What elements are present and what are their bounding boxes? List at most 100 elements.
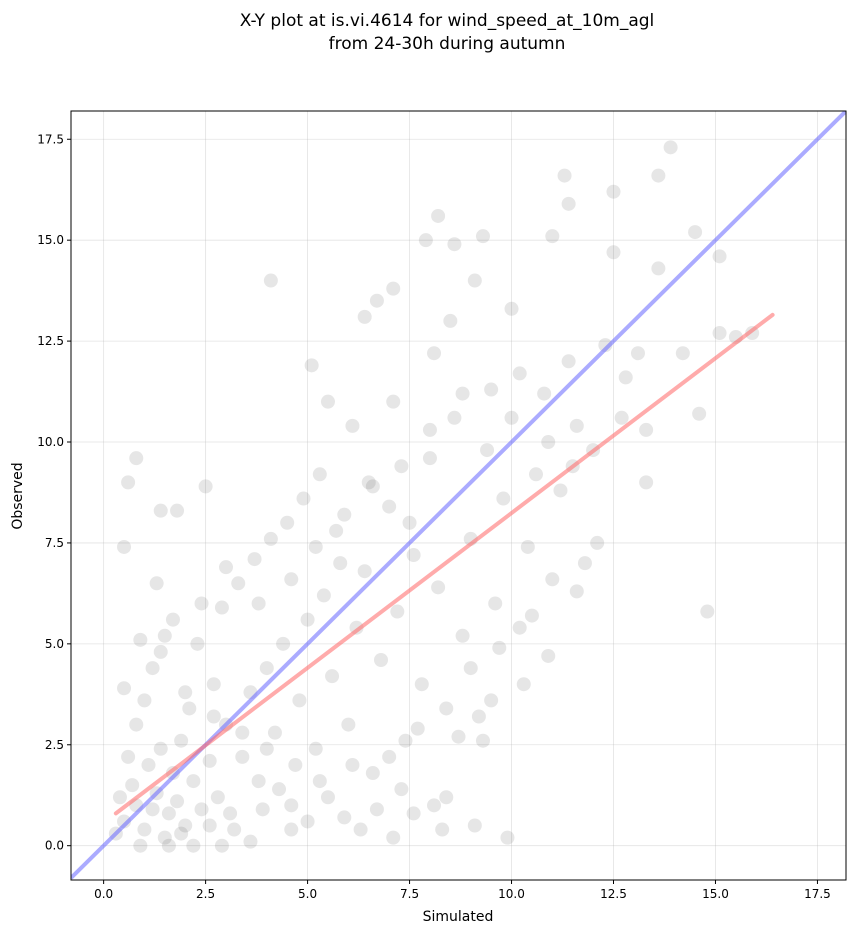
reference-lines [71,111,846,880]
data-point [288,757,303,772]
data-point [475,733,490,748]
data-point [137,693,152,708]
data-point [688,225,703,240]
data-point [157,628,172,643]
data-point [598,338,613,353]
data-point [263,273,278,288]
x-tick-label: 17.5 [804,887,831,901]
data-point [427,346,442,361]
data-point [194,596,209,611]
data-point [320,790,335,805]
data-point [202,753,217,768]
data-point [712,326,727,341]
data-point [325,669,340,684]
data-point [117,539,132,554]
data-point [235,749,250,764]
data-point [651,261,666,276]
data-point [561,354,576,369]
data-point [504,301,519,316]
data-point [206,677,221,692]
data-point [431,580,446,595]
data-point [447,237,462,252]
data-point [639,422,654,437]
data-point [316,588,331,603]
data-point [129,717,144,732]
x-tick-label: 0.0 [94,887,113,901]
data-point [651,168,666,183]
data-point [312,467,327,482]
data-point [214,600,229,615]
data-point [300,814,315,829]
y-tick-label: 10.0 [37,435,64,449]
data-point [170,503,185,518]
x-tick-label: 15.0 [702,887,729,901]
data-point [418,233,433,248]
data-point [577,556,592,571]
data-point [394,459,409,474]
data-point [312,774,327,789]
data-point [504,410,519,425]
data-point [190,636,205,651]
x-tick-label: 10.0 [498,887,525,901]
data-point [161,838,176,853]
data-point [329,523,344,538]
data-point [341,717,356,732]
data-point [337,810,352,825]
data-point [145,802,160,817]
data-point [471,709,486,724]
data-point [414,677,429,692]
data-point [231,576,246,591]
data-point [712,249,727,264]
data-point [606,245,621,260]
data-point [121,749,136,764]
y-tick-label: 5.0 [45,637,64,651]
data-point [345,757,360,772]
data-point [439,790,454,805]
data-point [145,661,160,676]
data-point [227,822,242,837]
y-tick-label: 12.5 [37,334,64,348]
data-point [361,475,376,490]
regression-fit-line [113,312,775,816]
data-point [467,273,482,288]
data-point [480,443,495,458]
y-tick-label: 15.0 [37,233,64,247]
data-point [263,531,278,546]
data-point [382,499,397,514]
data-point [455,386,470,401]
data-point [496,491,511,506]
data-point [267,725,282,740]
data-point [590,535,605,550]
data-point [133,632,148,647]
data-point [337,507,352,522]
data-point [161,806,176,821]
data-point [153,741,168,756]
data-point [569,584,584,599]
data-point [422,451,437,466]
data-point [333,556,348,571]
data-point [157,830,172,845]
data-point [133,838,148,853]
data-point [500,830,515,845]
data-point [210,790,225,805]
data-point [320,394,335,409]
data-point [692,406,707,421]
data-point [406,548,421,563]
data-point [431,208,446,223]
data-point [296,491,311,506]
data-point [451,729,466,744]
data-point [569,418,584,433]
y-axis-label: Observed [10,462,26,529]
data-point [369,293,384,308]
data-point [524,608,539,623]
data-point [235,725,250,740]
data-point [125,778,140,793]
data-point [386,830,401,845]
y-tick-label: 0.0 [45,839,64,853]
data-point [178,818,193,833]
data-point [447,410,462,425]
data-point [272,782,287,797]
data-point [365,766,380,781]
data-point [467,818,482,833]
data-point [345,418,360,433]
